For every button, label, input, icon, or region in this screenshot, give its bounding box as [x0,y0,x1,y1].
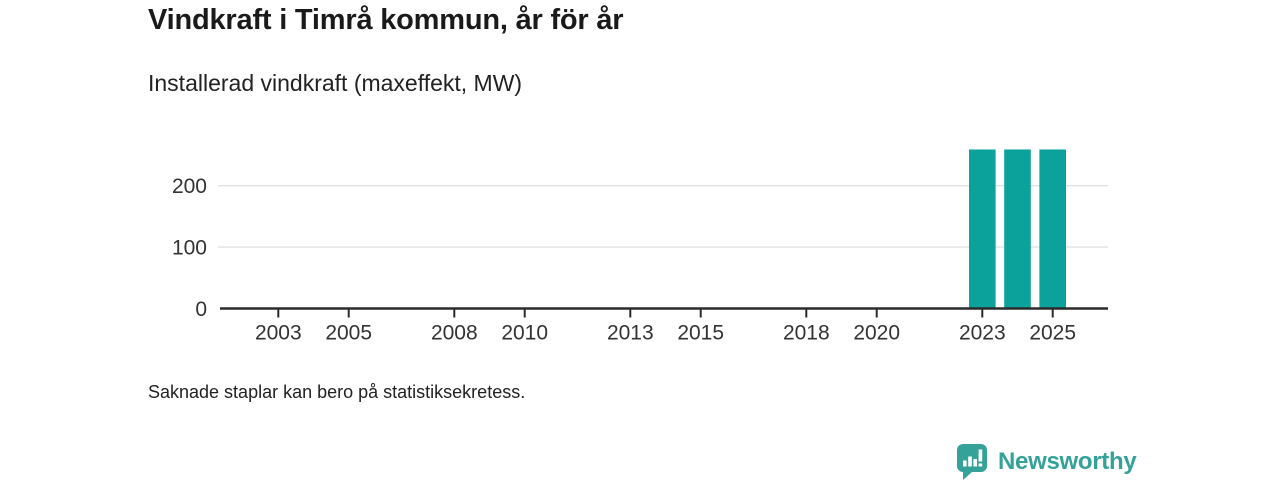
chart-subtitle: Installerad vindkraft (maxeffekt, MW) [148,70,523,96]
footnote: Saknade staplar kan bero på statistiksek… [148,382,526,402]
y-axis-tick-label: 0 [195,298,207,321]
brand-name: Newsworthy [998,448,1137,475]
x-axis-tick-label: 2003 [255,322,302,345]
bar-2023 [969,149,996,309]
x-axis-tick-label: 2013 [607,322,654,345]
x-axis-tick-label: 2025 [1029,322,1076,345]
x-axis-tick-label: 2018 [783,322,830,345]
newsworthy-icon [957,444,987,480]
x-axis-tick-label: 2020 [853,322,900,345]
x-axis-tick-label: 2005 [325,322,372,345]
x-axis-tick-label: 2010 [501,322,548,345]
x-axis-tick-label: 2015 [677,322,724,345]
y-axis-tick-label: 100 [172,237,207,260]
brand-logo: Newsworthy [956,443,1137,480]
x-axis-tick-label: 2023 [959,322,1006,345]
bar-2025 [1039,149,1066,309]
x-axis-tick-label: 2008 [431,322,478,345]
y-axis-tick-label: 200 [172,175,207,198]
page-title: Vindkraft i Timrå kommun, år för år [148,4,624,36]
bar-2024 [1004,149,1031,309]
